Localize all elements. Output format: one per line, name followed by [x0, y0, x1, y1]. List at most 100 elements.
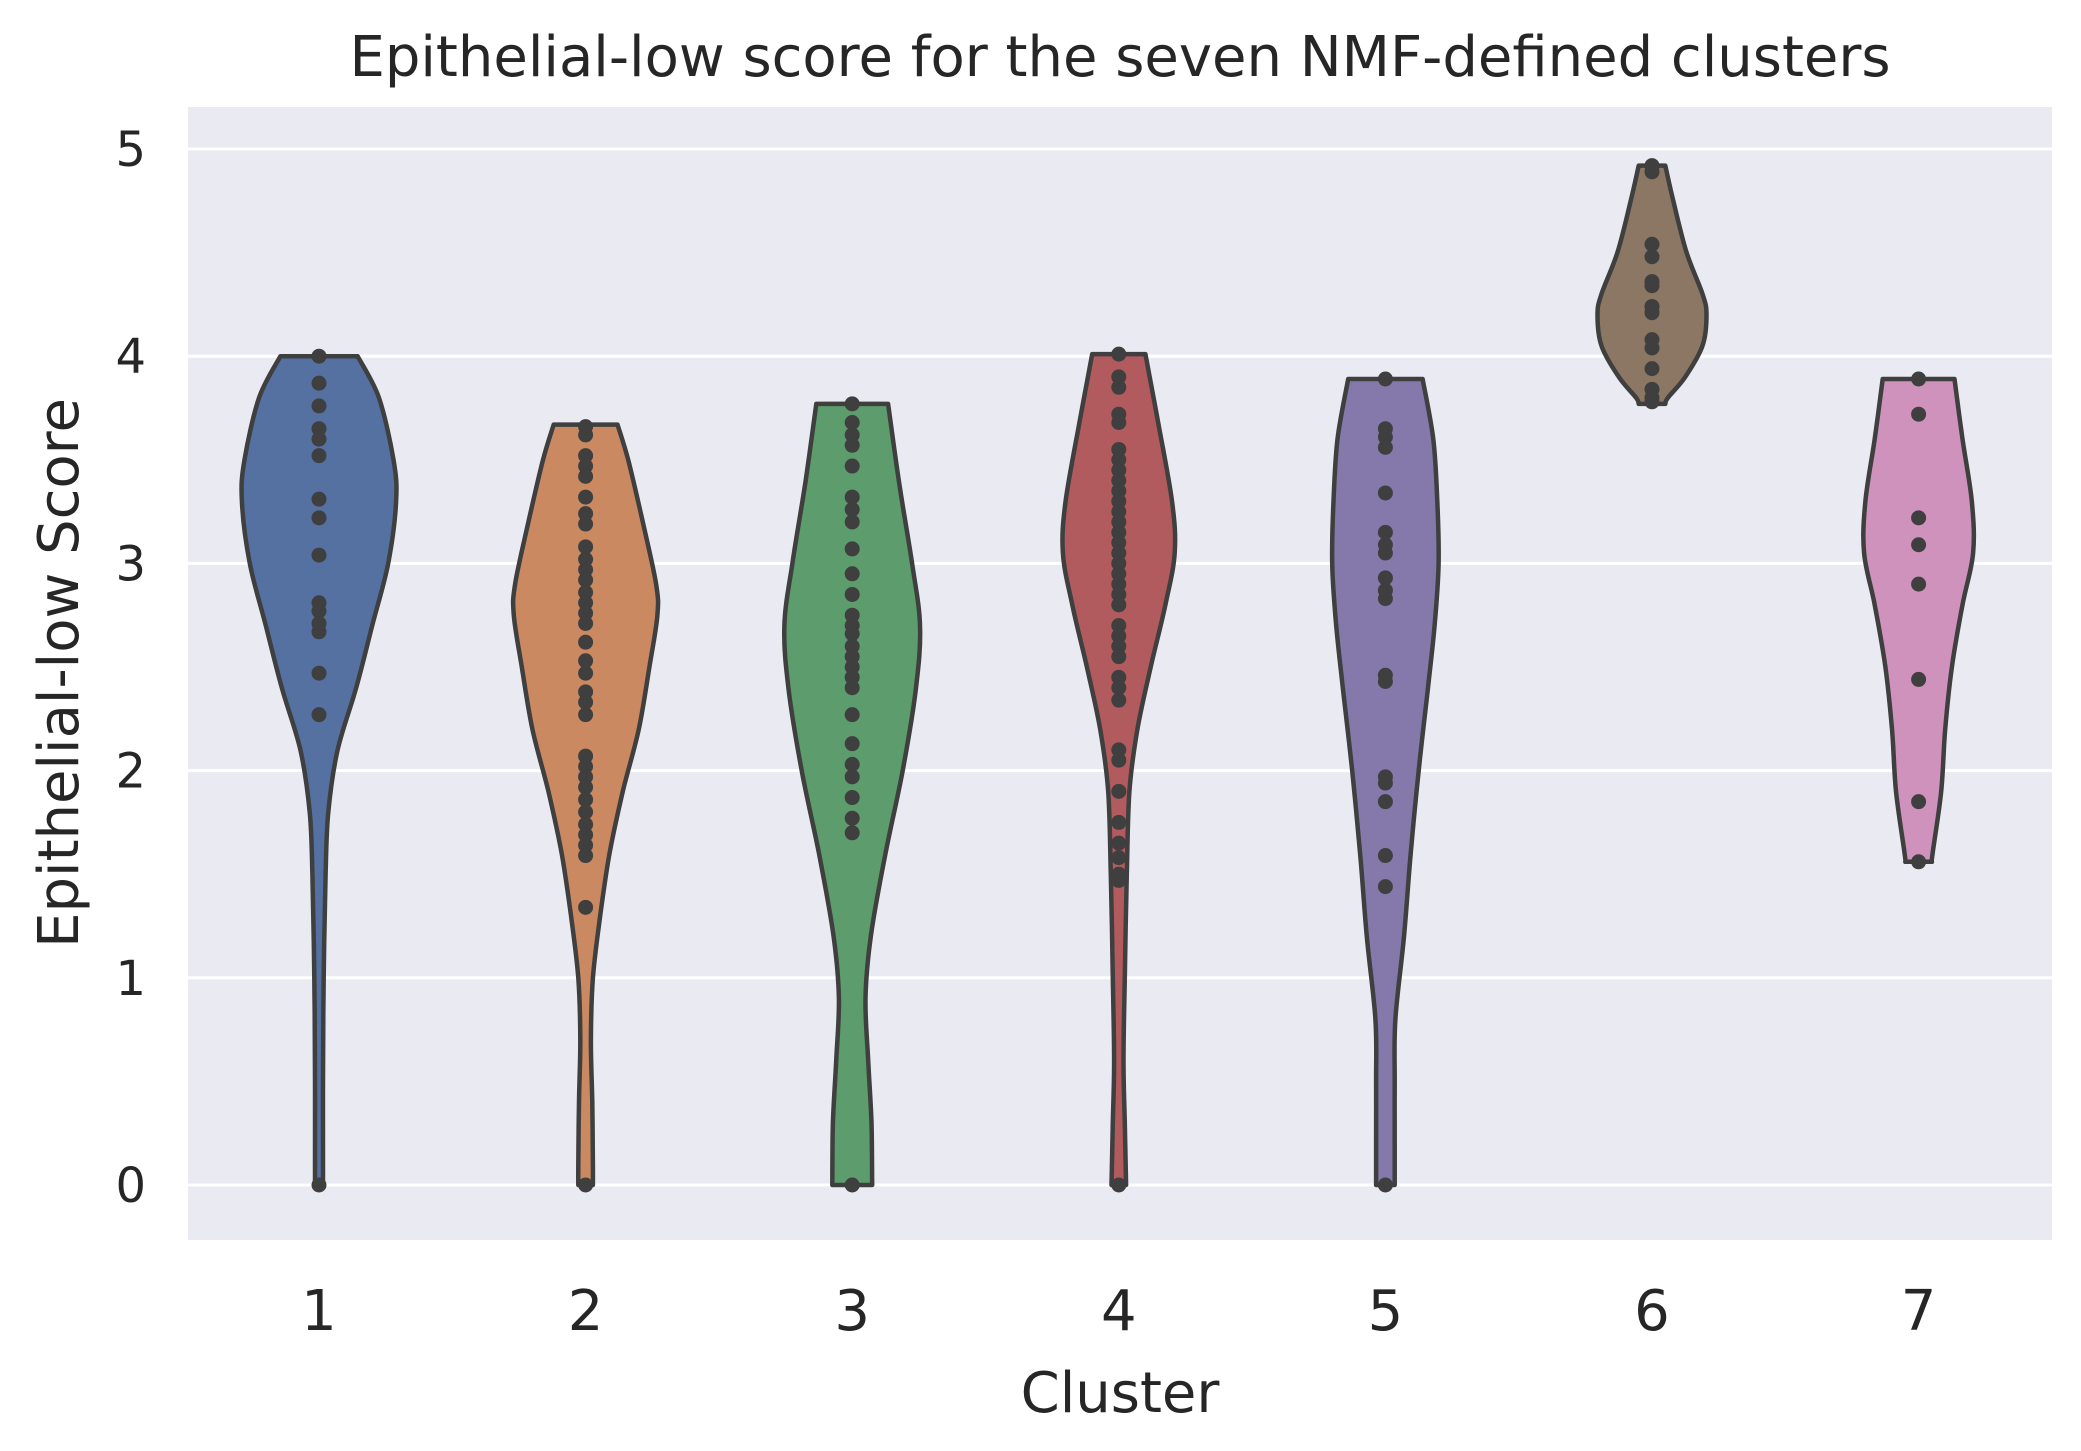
- data-point: [578, 848, 594, 864]
- data-point: [1377, 591, 1393, 607]
- data-point: [1377, 674, 1393, 690]
- data-point: [1111, 483, 1127, 499]
- data-point: [1111, 369, 1127, 385]
- data-point: [844, 437, 860, 453]
- y-axis-ticks: 0 1 2 3 4 5: [115, 122, 146, 1214]
- data-point: [1111, 379, 1127, 395]
- data-point: [1911, 671, 1927, 687]
- data-point: [578, 489, 594, 505]
- data-point: [844, 607, 860, 623]
- data-point: [1377, 524, 1393, 540]
- x-tick-label: 3: [834, 1279, 870, 1344]
- data-point: [1111, 835, 1127, 851]
- data-point: [578, 684, 594, 700]
- data-point: [844, 1177, 860, 1193]
- x-tick-label: 6: [1634, 1279, 1670, 1344]
- data-point: [1111, 783, 1127, 799]
- data-point: [1111, 752, 1127, 768]
- y-tick-label: 1: [115, 951, 146, 1007]
- data-point: [578, 707, 594, 723]
- x-axis-label: Cluster: [1021, 1361, 1221, 1426]
- data-point: [578, 572, 594, 588]
- data-point: [1111, 514, 1127, 530]
- data-point: [311, 1177, 327, 1193]
- data-point: [1111, 566, 1127, 582]
- data-point: [1111, 493, 1127, 509]
- data-point: [844, 458, 860, 474]
- data-point: [1377, 545, 1393, 561]
- data-point: [1911, 854, 1927, 870]
- data-point: [844, 707, 860, 723]
- data-point: [311, 603, 327, 619]
- data-point: [1111, 872, 1127, 888]
- data-point: [1644, 340, 1660, 356]
- data-point: [1111, 535, 1127, 551]
- data-point: [844, 415, 860, 431]
- data-point: [578, 816, 594, 832]
- data-point: [844, 769, 860, 785]
- data-point: [578, 748, 594, 764]
- y-tick-label: 0: [115, 1158, 146, 1214]
- data-point: [1377, 429, 1393, 445]
- data-point: [311, 624, 327, 640]
- data-point: [844, 638, 860, 654]
- y-tick-label: 3: [115, 536, 146, 592]
- data-point: [311, 448, 327, 464]
- data-point: [578, 551, 594, 567]
- data-point: [844, 541, 860, 557]
- data-point: [578, 837, 594, 853]
- data-point: [1111, 415, 1127, 431]
- data-point: [1111, 441, 1127, 457]
- data-point: [578, 665, 594, 681]
- data-point: [578, 427, 594, 443]
- data-point: [1377, 848, 1393, 864]
- data-point: [1111, 473, 1127, 489]
- violin-cluster-7: [1861, 376, 1977, 865]
- data-point: [1111, 742, 1127, 758]
- data-point: [844, 680, 860, 696]
- y-tick-label: 4: [115, 329, 146, 385]
- data-point: [1111, 669, 1127, 685]
- data-point: [1111, 524, 1127, 540]
- data-point: [844, 825, 860, 841]
- data-point: [1377, 794, 1393, 810]
- data-point: [1911, 537, 1927, 553]
- data-point: [1111, 638, 1127, 654]
- data-point: [578, 468, 594, 484]
- x-tick-label: 5: [1368, 1279, 1404, 1344]
- data-point: [578, 694, 594, 710]
- data-point: [1111, 555, 1127, 571]
- data-point: [578, 899, 594, 915]
- data-point: [1911, 576, 1927, 592]
- data-point: [1111, 545, 1127, 561]
- data-point: [578, 827, 594, 843]
- data-point: [1111, 850, 1127, 866]
- y-axis-label: Epithelial-low Score: [27, 398, 92, 948]
- data-point: [578, 448, 594, 464]
- data-point: [844, 736, 860, 752]
- data-point: [1377, 371, 1393, 387]
- x-tick-label: 7: [1901, 1279, 1937, 1344]
- data-point: [311, 431, 327, 447]
- data-point: [1377, 570, 1393, 586]
- data-point: [1377, 485, 1393, 501]
- data-point: [844, 659, 860, 675]
- data-point: [578, 584, 594, 600]
- data-point: [844, 790, 860, 806]
- data-points: [311, 158, 1927, 1193]
- data-point: [1644, 236, 1660, 252]
- y-tick-label: 2: [115, 744, 146, 800]
- x-tick-label: 2: [568, 1279, 604, 1344]
- data-point: [1644, 278, 1660, 294]
- data-point: [1111, 586, 1127, 602]
- data-point: [844, 649, 860, 665]
- data-point: [1111, 346, 1127, 362]
- data-point: [844, 396, 860, 412]
- data-point: [578, 458, 594, 474]
- data-point: [1911, 406, 1927, 422]
- data-point: [1111, 628, 1127, 644]
- data-point: [1644, 249, 1660, 265]
- data-point: [578, 562, 594, 578]
- data-point: [844, 566, 860, 582]
- x-axis-ticks: 1 2 3 4 5 6 7: [301, 1279, 1936, 1344]
